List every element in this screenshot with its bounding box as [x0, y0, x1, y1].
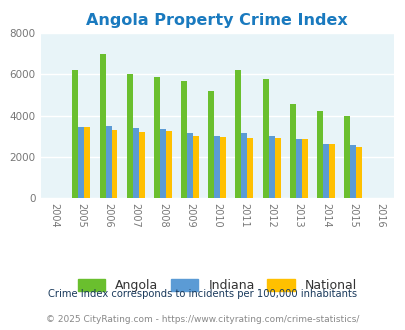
- Bar: [274, 138, 280, 198]
- Bar: [343, 116, 349, 198]
- Bar: [139, 132, 144, 198]
- Bar: [132, 128, 139, 198]
- Bar: [111, 130, 117, 198]
- Bar: [235, 70, 241, 198]
- Bar: [301, 139, 307, 198]
- Bar: [316, 112, 322, 198]
- Bar: [153, 77, 160, 198]
- Bar: [78, 127, 84, 198]
- Bar: [187, 133, 192, 198]
- Bar: [322, 144, 328, 198]
- Text: Crime Index corresponds to incidents per 100,000 inhabitants: Crime Index corresponds to incidents per…: [48, 289, 357, 299]
- Bar: [105, 126, 111, 198]
- Bar: [289, 104, 295, 198]
- Bar: [214, 136, 220, 198]
- Bar: [220, 137, 226, 198]
- Text: © 2025 CityRating.com - https://www.cityrating.com/crime-statistics/: © 2025 CityRating.com - https://www.city…: [46, 315, 359, 324]
- Bar: [126, 74, 132, 198]
- Bar: [181, 81, 187, 198]
- Bar: [166, 131, 171, 198]
- Bar: [355, 147, 361, 198]
- Title: Angola Property Crime Index: Angola Property Crime Index: [86, 13, 347, 28]
- Bar: [262, 80, 268, 198]
- Bar: [84, 127, 90, 198]
- Bar: [192, 136, 198, 198]
- Bar: [349, 145, 355, 198]
- Bar: [72, 70, 78, 198]
- Bar: [208, 91, 214, 198]
- Bar: [268, 136, 274, 198]
- Bar: [241, 133, 247, 198]
- Bar: [328, 144, 334, 198]
- Legend: Angola, Indiana, National: Angola, Indiana, National: [72, 274, 361, 297]
- Bar: [99, 53, 105, 198]
- Bar: [247, 138, 253, 198]
- Bar: [295, 139, 301, 198]
- Bar: [160, 129, 166, 198]
